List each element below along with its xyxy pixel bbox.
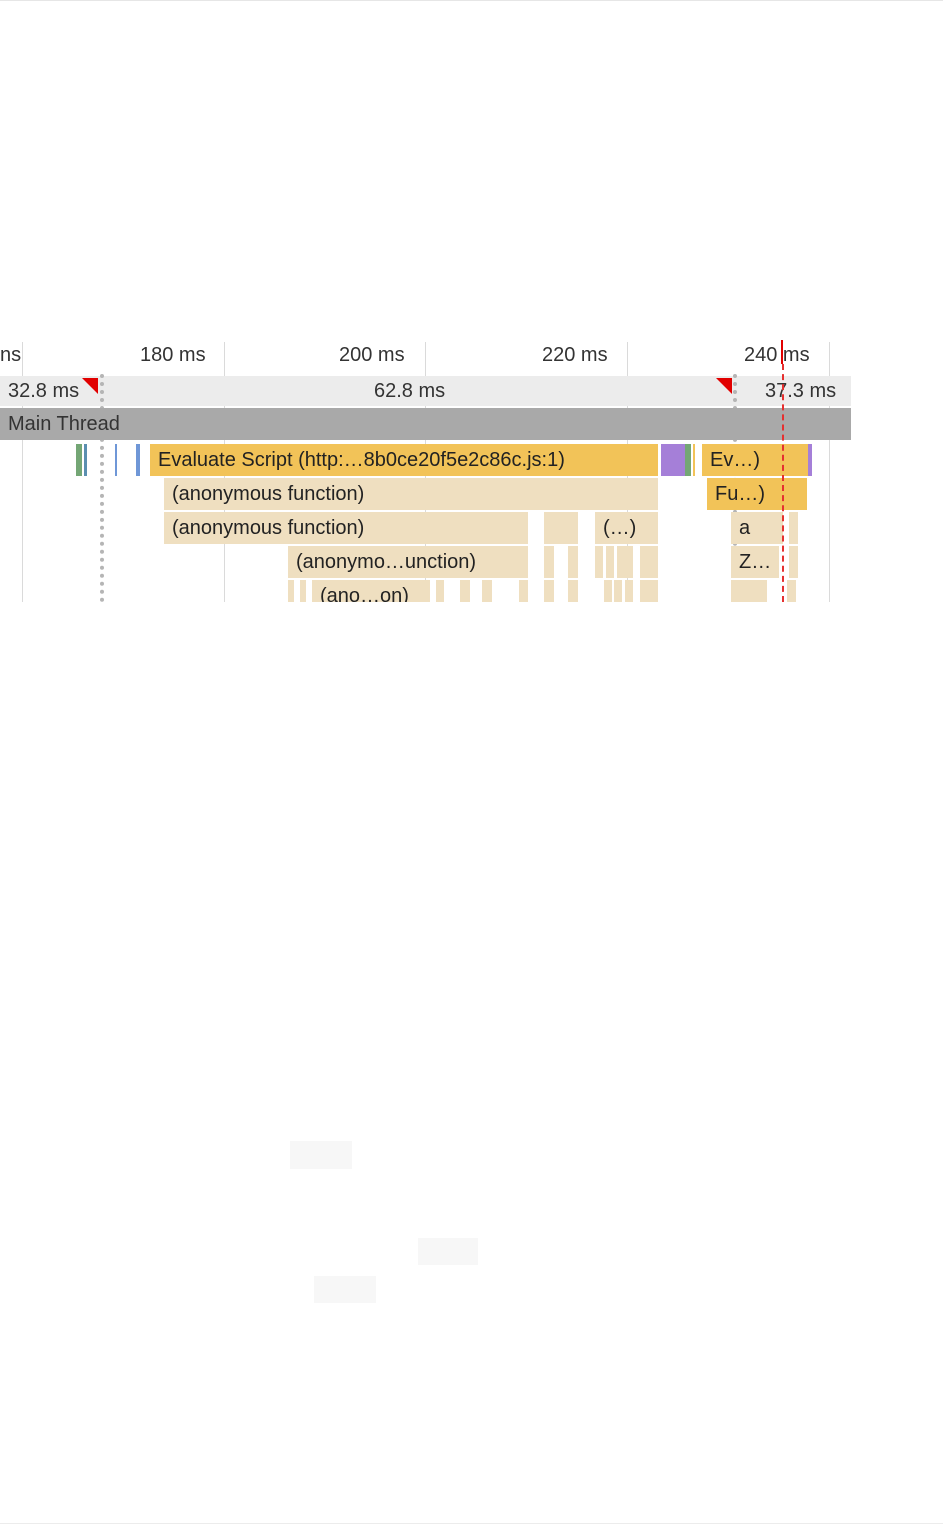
flame-block[interactable] (595, 546, 603, 578)
flame-block[interactable] (76, 444, 82, 476)
grid-line (22, 342, 23, 602)
flame-block[interactable] (519, 580, 528, 602)
flame-block[interactable] (136, 444, 140, 476)
time-tick-label: ns (0, 344, 22, 366)
flame-block-anonymous-shortest[interactable]: (ano…on) (312, 580, 430, 602)
flame-block[interactable] (693, 444, 695, 476)
frame-duration[interactable]: 32.8 ms (8, 380, 80, 402)
flame-block-ellipsis[interactable]: (…) (595, 512, 658, 544)
flame-block[interactable] (617, 546, 633, 578)
flame-block[interactable] (544, 580, 554, 602)
flame-block[interactable] (544, 512, 578, 544)
flame-block[interactable] (604, 580, 612, 602)
flame-block-anonymous-short[interactable]: (anonymo…unction) (288, 546, 528, 578)
flame-block-function-short[interactable]: Fu…) (707, 478, 807, 510)
frame-boundary (100, 374, 104, 602)
flame-block[interactable] (625, 580, 633, 602)
flame-block[interactable] (808, 444, 812, 476)
flame-block-z[interactable]: Z… (731, 546, 779, 578)
flame-block[interactable] (661, 444, 685, 476)
thread-title: Main Thread (8, 413, 120, 435)
flame-block-a[interactable]: a (731, 512, 783, 544)
flame-block[interactable] (606, 546, 614, 578)
main-thread-header[interactable]: Main Thread (0, 408, 851, 440)
blank-placeholder (290, 1141, 352, 1169)
flame-block[interactable] (789, 512, 798, 544)
flame-block-evaluate-short[interactable]: Ev…) (702, 444, 808, 476)
frames-track[interactable] (0, 376, 851, 406)
bottom-border (0, 1523, 943, 1524)
frame-duration[interactable]: 37.3 ms (765, 380, 837, 402)
long-frame-marker-icon (716, 378, 732, 394)
frame-duration[interactable]: 62.8 ms (374, 380, 446, 402)
time-tick-label: 220 ms (542, 344, 608, 366)
time-tick-label: 180 ms (140, 344, 206, 366)
flame-block[interactable] (731, 580, 767, 602)
time-tick-label: 200 ms (339, 344, 405, 366)
flame-block[interactable] (789, 546, 798, 578)
current-time-cursor[interactable] (781, 340, 783, 364)
flame-block[interactable] (460, 580, 470, 602)
top-border (0, 0, 943, 1)
flame-block[interactable] (640, 546, 658, 578)
flame-block[interactable] (568, 580, 578, 602)
blank-placeholder (314, 1276, 376, 1303)
flame-block[interactable] (614, 580, 622, 602)
flame-block-evaluate-script[interactable]: Evaluate Script (http:…8b0ce20f5e2c86c.j… (150, 444, 658, 476)
long-frame-marker-icon (82, 378, 98, 394)
blank-placeholder (418, 1238, 478, 1265)
flame-block[interactable] (300, 580, 306, 602)
flame-block[interactable] (482, 580, 492, 602)
flame-block-anonymous-function[interactable]: (anonymous function) (164, 512, 528, 544)
current-time-line (782, 364, 784, 602)
flame-block[interactable] (84, 444, 87, 476)
flame-block[interactable] (685, 444, 691, 476)
flame-block[interactable] (115, 444, 117, 476)
flame-block[interactable] (568, 546, 578, 578)
performance-timeline[interactable]: ns 180 ms 200 ms 220 ms 240 ms 32.8 ms 6… (0, 330, 943, 602)
flame-block-anonymous-function[interactable]: (anonymous function) (164, 478, 658, 510)
flame-block[interactable] (544, 546, 554, 578)
flame-block[interactable] (787, 580, 796, 602)
grid-line (829, 342, 830, 602)
flame-block[interactable] (436, 580, 444, 602)
time-tick-label: 240 ms (744, 344, 810, 366)
flame-block[interactable] (640, 580, 658, 602)
flame-block[interactable] (288, 580, 294, 602)
